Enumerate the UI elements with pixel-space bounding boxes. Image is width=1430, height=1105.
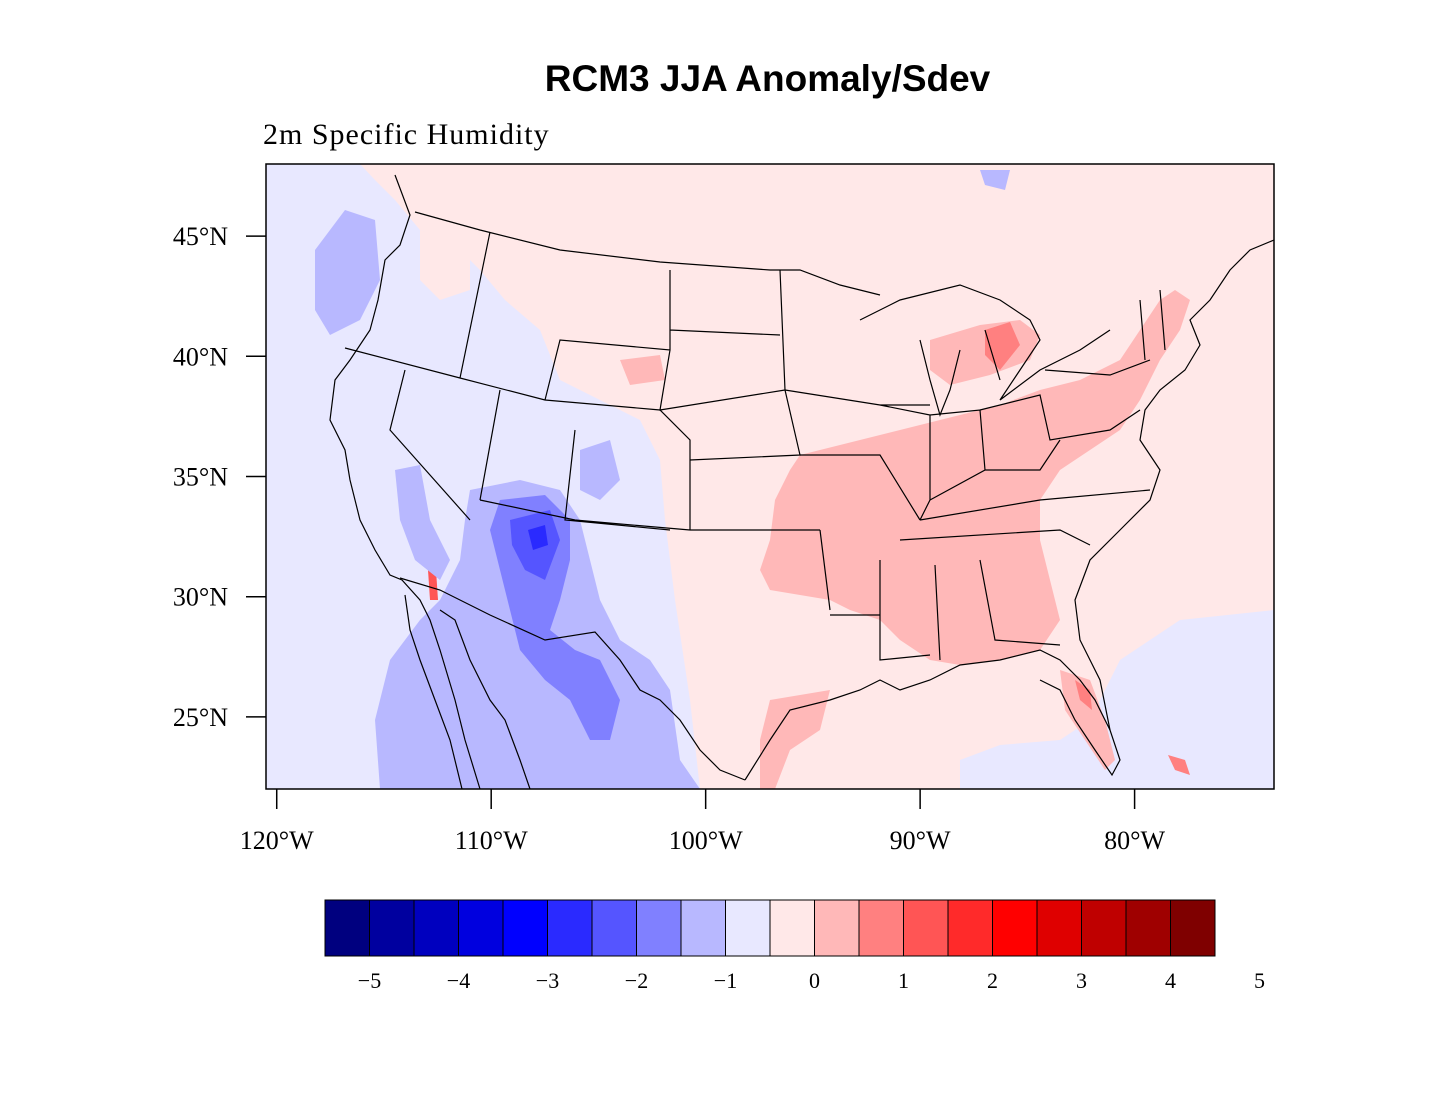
colorbar-swatch bbox=[1081, 899, 1127, 957]
chart-title: RCM3 JJA Anomaly/Sdev bbox=[544, 58, 991, 99]
variable-label: 2m Specific Humidity bbox=[263, 118, 550, 151]
coastline-west bbox=[329, 174, 481, 789]
state-borders-east bbox=[784, 289, 1166, 661]
lon-tick-label: 90°W bbox=[890, 826, 951, 855]
colorbar-label: 0 bbox=[809, 968, 820, 993]
canada-border bbox=[414, 211, 881, 296]
lat-tick-label: 45°N bbox=[173, 222, 228, 251]
boundaries bbox=[329, 174, 1274, 789]
anomaly-field bbox=[266, 164, 1274, 789]
state-borders-west bbox=[344, 231, 880, 616]
colorbar-swatch bbox=[680, 899, 726, 957]
colorbar-label: 2 bbox=[987, 968, 998, 993]
colorbar-swatch bbox=[369, 899, 415, 957]
longitude-axis: 120°W 110°W 100°W 90°W 80°W bbox=[240, 789, 1166, 855]
colorbar-swatch bbox=[769, 899, 815, 957]
colorbar-label: −5 bbox=[358, 968, 381, 993]
positive-patch-cuba bbox=[1168, 755, 1190, 775]
negative-patch-ne bbox=[980, 170, 1010, 190]
colorbar-swatch bbox=[547, 899, 593, 957]
colorbar-swatch bbox=[1170, 899, 1216, 957]
colorbar: −5 −4 −3 −2 −1 0 1 2 3 4 5 bbox=[324, 899, 1265, 993]
colorbar-label: −2 bbox=[625, 968, 648, 993]
colorbar-swatch bbox=[903, 899, 949, 957]
lon-tick-label: 110°W bbox=[455, 826, 528, 855]
coastline-baja bbox=[404, 594, 463, 789]
colorbar-swatch bbox=[992, 899, 1038, 957]
positive-patch-nw bbox=[420, 230, 470, 300]
great-lakes bbox=[859, 284, 1111, 417]
positive-region-medium bbox=[760, 290, 1190, 665]
colorbar-swatch bbox=[725, 899, 771, 957]
lon-tick-label: 120°W bbox=[240, 826, 314, 855]
colorbar-label: −3 bbox=[536, 968, 559, 993]
colorbar-swatch bbox=[1036, 899, 1082, 957]
colorbar-swatch bbox=[502, 899, 548, 957]
positive-patch-wy bbox=[620, 355, 665, 385]
lat-tick-label: 30°N bbox=[173, 583, 228, 612]
colorbar-swatch bbox=[636, 899, 682, 957]
positive-patch-texas bbox=[760, 690, 830, 789]
negative-patch-coast bbox=[315, 210, 380, 335]
positive-patch-baja bbox=[428, 570, 438, 600]
lat-tick-label: 35°N bbox=[173, 463, 228, 492]
colorbar-swatch bbox=[814, 899, 860, 957]
colorbar-swatch bbox=[324, 899, 370, 957]
coastline-gulf bbox=[744, 649, 1121, 781]
colorbar-swatch bbox=[413, 899, 459, 957]
colorbar-swatch bbox=[1125, 899, 1171, 957]
positive-patch-fl-dark bbox=[1075, 680, 1092, 710]
colorbar-label: 3 bbox=[1076, 968, 1087, 993]
border-us-mexico bbox=[399, 577, 746, 781]
latitude-axis: 45°N 40°N 35°N 30°N 25°N bbox=[173, 222, 266, 732]
colorbar-label: −4 bbox=[447, 968, 470, 993]
negative-patch-co bbox=[580, 440, 620, 500]
colorbar-swatch bbox=[858, 899, 904, 957]
colorbar-swatch bbox=[591, 899, 637, 957]
negative-patch-core bbox=[528, 525, 548, 550]
positive-patch-florida bbox=[1060, 670, 1115, 770]
colorbar-label: 5 bbox=[1254, 968, 1265, 993]
lon-tick-label: 80°W bbox=[1104, 826, 1165, 855]
colorbar-swatch bbox=[947, 899, 993, 957]
negative-patch-nv bbox=[395, 465, 450, 580]
colorbar-label: 4 bbox=[1165, 968, 1176, 993]
coastline-mainland-mexico bbox=[439, 609, 531, 789]
colorbar-label: 1 bbox=[898, 968, 909, 993]
lon-tick-label: 100°W bbox=[669, 826, 743, 855]
colorbar-label: −1 bbox=[714, 968, 737, 993]
lat-tick-label: 40°N bbox=[173, 342, 228, 371]
coastline-atlantic bbox=[1074, 239, 1274, 731]
lat-tick-label: 25°N bbox=[173, 703, 228, 732]
colorbar-swatch bbox=[458, 899, 504, 957]
